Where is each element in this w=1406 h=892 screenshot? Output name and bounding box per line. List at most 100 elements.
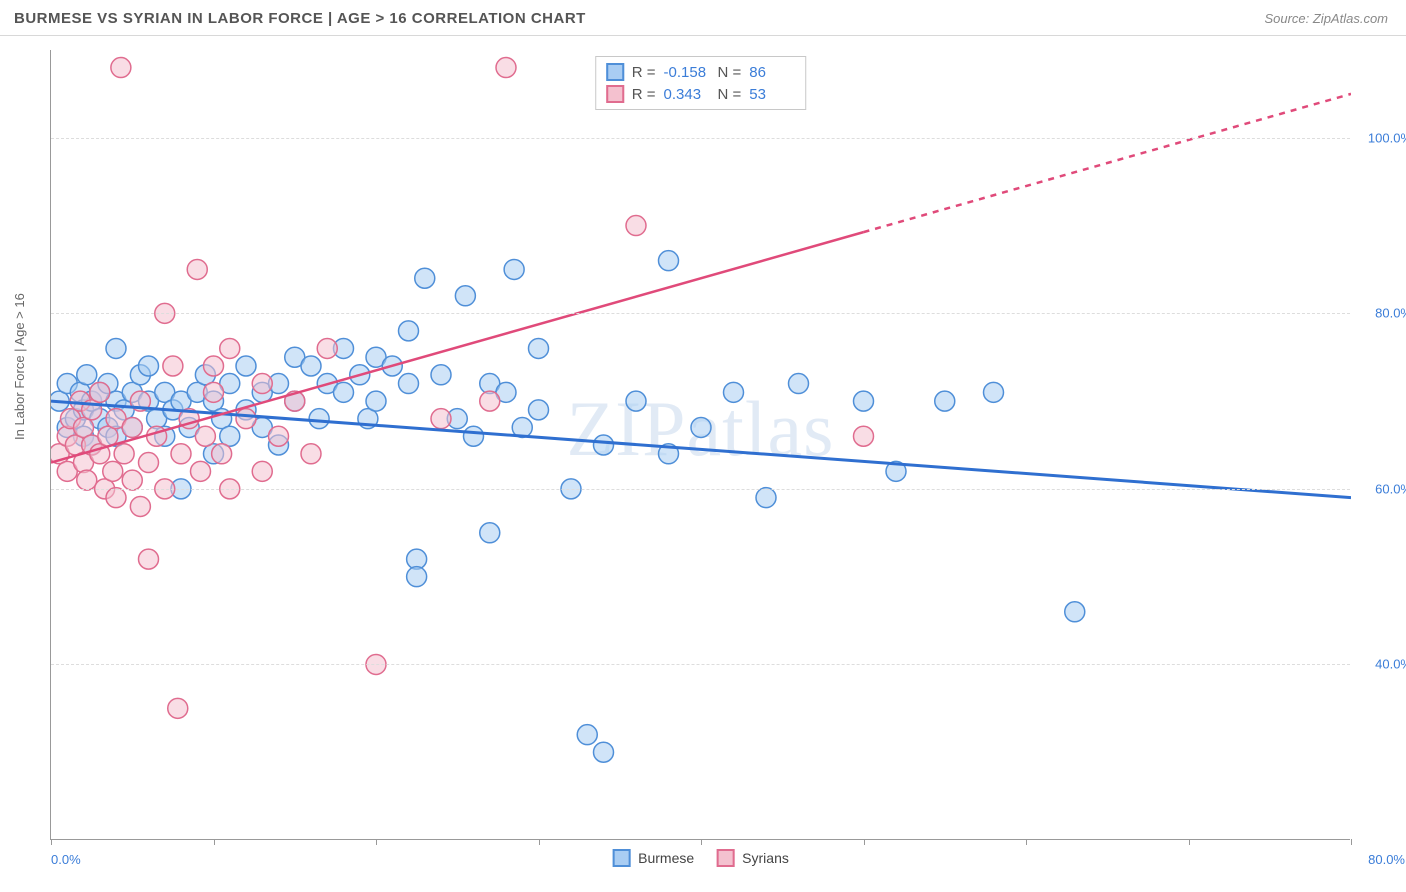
legend-bottom: Burmese Syrians xyxy=(612,849,789,867)
scatter-point xyxy=(111,58,131,78)
stats-legend-box: R = -0.158 N = 86 R = 0.343 N = 53 xyxy=(595,56,807,110)
scatter-point xyxy=(130,496,150,516)
scatter-point xyxy=(984,382,1004,402)
scatter-point xyxy=(204,382,224,402)
x-tick xyxy=(701,839,702,845)
scatter-point xyxy=(106,488,126,508)
y-axis-label: In Labor Force | Age > 16 xyxy=(12,293,27,440)
source-label: Source: ZipAtlas.com xyxy=(1264,11,1388,26)
scatter-point xyxy=(204,356,224,376)
scatter-point xyxy=(577,725,597,745)
scatter-point xyxy=(122,417,142,437)
scatter-point xyxy=(236,356,256,376)
stats-r-value: 0.343 xyxy=(664,86,710,103)
scatter-point xyxy=(1065,602,1085,622)
x-axis-max-label: 80.0% xyxy=(1368,852,1405,867)
x-tick xyxy=(1189,839,1190,845)
scatter-point xyxy=(269,426,289,446)
legend-item: Burmese xyxy=(612,849,694,867)
scatter-point xyxy=(252,461,272,481)
scatter-point xyxy=(594,435,614,455)
scatter-point xyxy=(594,742,614,762)
stats-swatch xyxy=(606,85,624,103)
stats-r-label: R = xyxy=(632,64,656,81)
scatter-point xyxy=(626,216,646,236)
y-tick-label: 60.0% xyxy=(1375,481,1406,496)
legend-label: Burmese xyxy=(638,850,694,866)
stats-r-value: -0.158 xyxy=(664,64,710,81)
scatter-point xyxy=(407,567,427,587)
scatter-point xyxy=(317,338,337,358)
scatter-point xyxy=(659,251,679,271)
gridline xyxy=(51,489,1350,490)
scatter-point xyxy=(309,409,329,429)
scatter-point xyxy=(431,365,451,385)
scatter-point xyxy=(77,365,97,385)
stats-row: R = 0.343 N = 53 xyxy=(606,83,796,105)
scatter-point xyxy=(854,391,874,411)
scatter-point xyxy=(187,259,207,279)
legend-item: Syrians xyxy=(716,849,789,867)
scatter-point xyxy=(220,338,240,358)
scatter-point xyxy=(195,426,215,446)
gridline xyxy=(51,664,1350,665)
trend-line-dashed xyxy=(864,94,1352,232)
scatter-point xyxy=(496,58,516,78)
scatter-point xyxy=(163,356,183,376)
scatter-point xyxy=(139,356,159,376)
scatter-point xyxy=(106,338,126,358)
scatter-point xyxy=(724,382,744,402)
scatter-point xyxy=(480,391,500,411)
y-tick-label: 40.0% xyxy=(1375,657,1406,672)
legend-swatch xyxy=(612,849,630,867)
x-tick xyxy=(539,839,540,845)
scatter-point xyxy=(854,426,874,446)
scatter-point xyxy=(529,338,549,358)
scatter-point xyxy=(399,374,419,394)
x-tick xyxy=(1351,839,1352,845)
scatter-point xyxy=(77,470,97,490)
scatter-point xyxy=(191,461,211,481)
scatter-point xyxy=(301,444,321,464)
scatter-point xyxy=(480,523,500,543)
stats-n-label: N = xyxy=(718,64,742,81)
scatter-point xyxy=(236,409,256,429)
scatter-point xyxy=(935,391,955,411)
x-tick xyxy=(214,839,215,845)
scatter-point xyxy=(399,321,419,341)
scatter-point xyxy=(103,461,123,481)
stats-swatch xyxy=(606,63,624,81)
scatter-svg xyxy=(51,50,1351,840)
stats-r-label: R = xyxy=(632,86,656,103)
legend-swatch xyxy=(716,849,734,867)
y-tick-label: 100.0% xyxy=(1368,130,1406,145)
plot-region: ZIPatlas R = -0.158 N = 86 R = 0.343 N =… xyxy=(50,50,1350,840)
scatter-point xyxy=(139,453,159,473)
scatter-point xyxy=(147,426,167,446)
x-axis-min-label: 0.0% xyxy=(51,852,81,867)
scatter-point xyxy=(431,409,451,429)
scatter-point xyxy=(789,374,809,394)
scatter-point xyxy=(504,259,524,279)
scatter-point xyxy=(626,391,646,411)
chart-header: BURMESE VS SYRIAN IN LABOR FORCE | AGE >… xyxy=(0,0,1406,36)
scatter-point xyxy=(691,417,711,437)
scatter-point xyxy=(415,268,435,288)
stats-n-value: 86 xyxy=(749,64,795,81)
scatter-point xyxy=(334,382,354,402)
scatter-point xyxy=(114,444,134,464)
scatter-point xyxy=(171,444,191,464)
x-tick xyxy=(376,839,377,845)
y-tick-label: 80.0% xyxy=(1375,306,1406,321)
trend-line xyxy=(51,401,1351,498)
scatter-point xyxy=(464,426,484,446)
gridline xyxy=(51,138,1350,139)
scatter-point xyxy=(455,286,475,306)
stats-n-value: 53 xyxy=(749,86,795,103)
scatter-point xyxy=(756,488,776,508)
x-tick xyxy=(864,839,865,845)
scatter-point xyxy=(366,391,386,411)
scatter-point xyxy=(90,382,110,402)
scatter-point xyxy=(252,374,272,394)
scatter-point xyxy=(122,470,142,490)
